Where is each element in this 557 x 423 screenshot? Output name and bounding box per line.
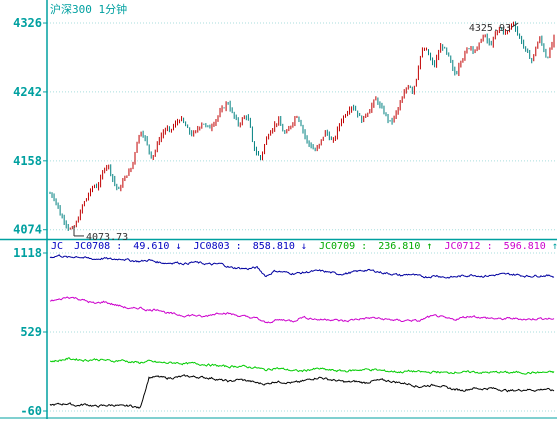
candlestick-series — [49, 21, 555, 231]
chart-title: 沪深300 1分钟 — [50, 2, 127, 16]
legend-name-jc0712: JC0712 — [444, 241, 480, 252]
series-line-jc0803 — [49, 254, 555, 279]
series-line-jc0709 — [50, 357, 555, 375]
top-tick-label-3: 4074 — [13, 223, 42, 237]
top-y-axis-ticks: 4326 4242 4158 4074 — [13, 16, 47, 237]
spread-lines — [49, 254, 555, 409]
legend-value-jc0803: 858.810 — [253, 241, 295, 252]
top-tick-label-0: 4326 — [13, 16, 42, 30]
legend-arrow-jc0709: ↑ — [426, 241, 432, 252]
legend-arrow-jc0712: ↑ — [552, 241, 557, 252]
legend-arrow-jc0708: ↓ — [175, 241, 181, 252]
high-pointer-line — [511, 22, 519, 28]
legend-value-jc0712: 596.810 — [504, 241, 546, 252]
spread-legend: JC JC0708 : 49.610 ↓ JC0803 : 858.810 ↓ … — [51, 241, 557, 252]
bottom-tick-label-1: 529 — [20, 325, 42, 339]
grid — [47, 22, 556, 412]
high-annotation: 4325.93 — [469, 22, 519, 34]
bottom-tick-label-0: 1118 — [13, 246, 42, 260]
legend-arrow-jc0803: ↓ — [301, 241, 307, 252]
high-value-label: 4325.93 — [469, 23, 511, 34]
legend-name-jc0709: JC0709 — [319, 241, 355, 252]
top-tick-label-2: 4158 — [13, 154, 42, 168]
series-line-jc0708 — [49, 374, 555, 409]
bottom-y-axis-ticks: 1118 529 -60 — [13, 246, 47, 418]
series-line-jc0712 — [49, 296, 555, 324]
legend-value-jc0708: 49.610 — [133, 241, 169, 252]
low-annotation: 4073.73 — [73, 225, 128, 243]
legend-name-jc0708: JC0708 — [74, 241, 110, 252]
low-value-label: 4073.73 — [86, 232, 128, 243]
bottom-tick-label-2: -60 — [20, 404, 42, 418]
legend-name-jc0803: JC0803 — [194, 241, 230, 252]
legend-prefix: JC — [51, 241, 63, 252]
legend-value-jc0709: 236.810 — [378, 241, 420, 252]
top-tick-label-1: 4242 — [13, 85, 42, 99]
